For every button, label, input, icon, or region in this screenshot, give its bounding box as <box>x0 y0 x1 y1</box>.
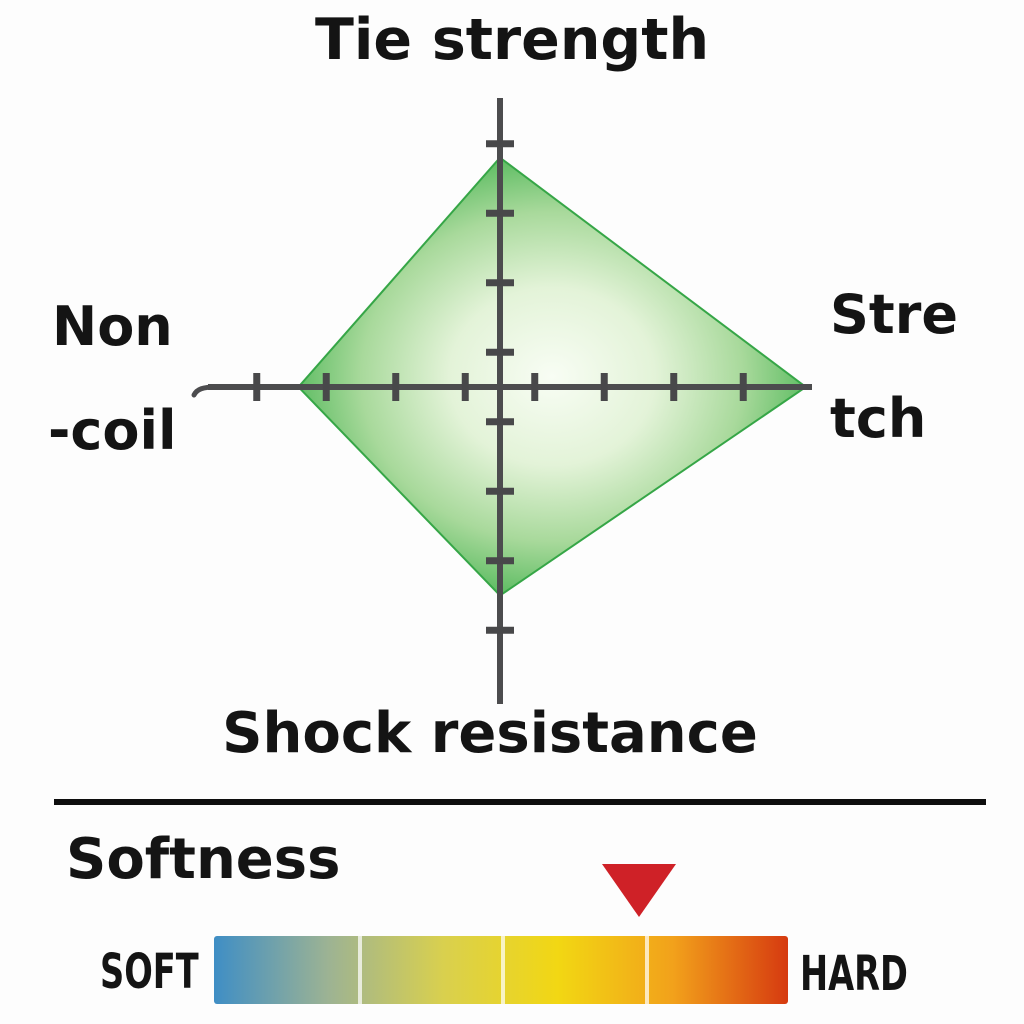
radar-data-area <box>297 156 808 597</box>
axis-label-stretch-line1: Stre <box>830 283 958 346</box>
softness-gradient-bar <box>214 936 788 1004</box>
section-divider <box>54 799 986 805</box>
axis-label-noncoil-line1: Non <box>52 295 173 358</box>
scale-max-label: HARD <box>800 946 908 1002</box>
radar-title: Tie strength <box>314 7 710 73</box>
axis-label-noncoil-line2: -coil <box>48 399 177 462</box>
axis-label-shock-resistance: Shock resistance <box>222 701 758 766</box>
bar-separator <box>644 936 649 1004</box>
softness-marker-triangle-icon <box>601 864 676 917</box>
bar-separator <box>357 936 362 1004</box>
scale-min-label: SOFT <box>100 944 199 1000</box>
axis-ticks <box>253 140 747 634</box>
softness-title: Softness <box>66 827 341 892</box>
bar-separator <box>501 936 505 1004</box>
axis-left-hook <box>191 384 219 398</box>
axis-label-stretch-line2: tch <box>830 387 927 450</box>
